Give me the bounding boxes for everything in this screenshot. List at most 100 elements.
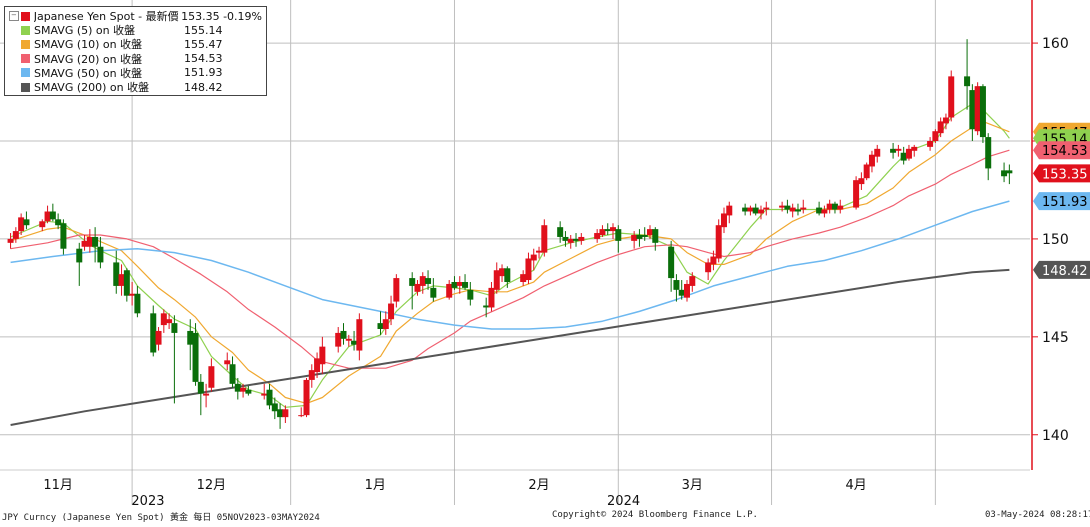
price-tag: 154.53 (1033, 141, 1090, 160)
candle-body (160, 313, 167, 326)
candle-body (784, 205, 791, 210)
candle-body (652, 229, 659, 243)
candle-body (409, 278, 416, 286)
legend-value: 151.93 (184, 66, 223, 80)
candle-body (911, 146, 918, 151)
candle-body (456, 282, 463, 286)
candle-body (710, 256, 717, 265)
legend-label: SMAVG (20) on 收盤 (34, 52, 143, 66)
candle-body (23, 219, 30, 226)
legend-row-sma20[interactable]: SMAVG (20) on 收盤 154.53 (9, 52, 262, 66)
candle-body (816, 207, 823, 214)
y-tick-label: 145 (1042, 330, 1069, 346)
candle-body (890, 148, 897, 153)
y-tick-label: 140 (1042, 428, 1069, 444)
sma-line (10, 103, 1010, 408)
candle-body (578, 236, 585, 241)
candle-body (171, 323, 178, 333)
price-tag-box (1033, 192, 1090, 211)
candle-body (55, 219, 62, 226)
candle-body (224, 360, 231, 365)
x-month-label: 3月 (682, 478, 703, 493)
candle-body (964, 76, 971, 87)
x-month-label: 4月 (845, 478, 866, 493)
candle-body (689, 276, 696, 286)
candle-body (97, 246, 104, 263)
candle-body (451, 282, 458, 288)
candle-body (969, 90, 976, 130)
candle-body (673, 280, 680, 290)
candle-body (863, 164, 870, 179)
candle-body (573, 238, 580, 241)
candle-body (240, 387, 247, 392)
candle-body (393, 278, 400, 302)
x-month-label: 1月 (365, 478, 386, 493)
candle-body (18, 217, 25, 232)
candle-body (308, 370, 315, 380)
candle-body (985, 137, 992, 169)
candle-body (504, 268, 511, 282)
candle-body (604, 229, 611, 232)
price-tag-label: 153.35 (1042, 167, 1088, 182)
footer-ticker-info: JPY Curncy (Japanese Yen Spot) 黃金 每日 05N… (2, 513, 320, 523)
legend-row-sma10[interactable]: SMAVG (10) on 收盤 155.47 (9, 37, 262, 51)
candle-body (705, 262, 712, 273)
candle-body (974, 86, 981, 132)
candle-body (81, 240, 88, 247)
candle-body (261, 393, 268, 396)
candle-body (414, 283, 421, 292)
candle-body (683, 283, 690, 298)
footer-copyright: Copyright© 2024 Bloomberg Finance L.P. (552, 510, 758, 520)
candle-body (446, 283, 453, 298)
x-month-label: 12月 (197, 478, 227, 493)
candle-body (298, 415, 305, 417)
candle-body (636, 235, 643, 239)
legend-swatch (21, 68, 30, 78)
candle-body (599, 229, 606, 235)
candle-body (868, 154, 875, 167)
candle-body (493, 270, 500, 290)
legend-value: 155.47 (184, 37, 223, 51)
candle-body (610, 227, 617, 232)
candle-body (234, 383, 241, 392)
price-tag-box (1033, 141, 1090, 160)
candle-body (203, 393, 210, 396)
candle-body (668, 246, 675, 279)
candle-body (895, 148, 902, 151)
x-month-label: 11月 (43, 478, 73, 493)
candle-body (208, 366, 215, 388)
collapse-icon[interactable]: − (9, 11, 19, 22)
candle-body (831, 203, 838, 210)
legend-label: SMAVG (50) on 收盤 (34, 66, 143, 80)
legend-row-price[interactable]: − Japanese Yen Spot - 最新價 153.35 -0.19% (9, 9, 262, 23)
x-year-label: 2023 (131, 494, 164, 509)
candle-body (631, 235, 638, 241)
candle-body (229, 364, 236, 384)
candle-body (245, 389, 252, 394)
candle-body (113, 262, 120, 286)
candle-body (567, 238, 574, 243)
candle-body (747, 207, 754, 212)
candle-body (499, 268, 506, 277)
price-tag-box (1033, 260, 1090, 279)
y-tick-label: 150 (1042, 232, 1069, 248)
candle-body (335, 332, 342, 347)
candle-body (647, 229, 654, 235)
candle-body (520, 274, 527, 282)
candle-body (356, 319, 363, 351)
candle-body (134, 293, 141, 314)
candle-body (425, 278, 432, 284)
candle-body (821, 209, 828, 214)
candle-body (525, 258, 532, 281)
legend-swatch (21, 25, 30, 35)
x-month-label: 2月 (528, 478, 549, 493)
candle-body (483, 305, 490, 308)
legend-row-sma50[interactable]: SMAVG (50) on 收盤 151.93 (9, 66, 262, 80)
candle-body (377, 323, 384, 329)
candle-body (44, 211, 51, 222)
legend-row-sma5[interactable]: SMAVG (5) on 收盤 155.14 (9, 23, 262, 37)
candle-body (942, 117, 949, 124)
candle-body (92, 236, 99, 247)
legend-row-sma200[interactable]: SMAVG (200) on 收盤 148.42 (9, 80, 262, 94)
legend-label: SMAVG (200) on 收盤 (34, 81, 150, 95)
